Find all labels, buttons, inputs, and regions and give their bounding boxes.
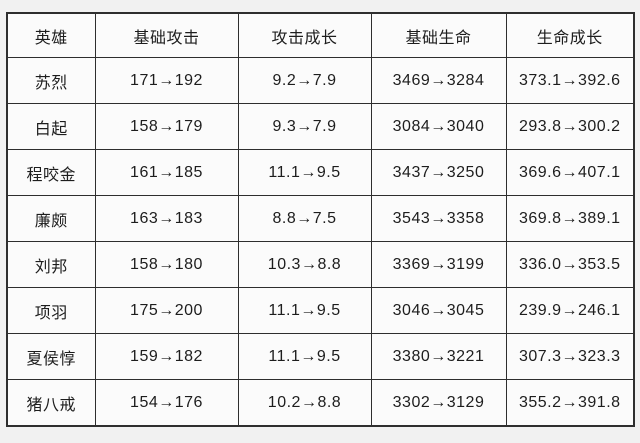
- hp-growth-cell: 239.9→246.1: [505, 287, 635, 334]
- table-row: 夏侯惇 159→182 11.1→9.5 3380→3221 307.3→323…: [6, 333, 635, 380]
- base-hp-cell: 3369→3199: [370, 241, 507, 288]
- base-hp-cell: 3380→3221: [370, 333, 507, 380]
- column-header-base-hp: 基础生命: [370, 12, 507, 58]
- base-attack-cell: 175→200: [94, 287, 239, 334]
- base-attack-cell: 163→183: [94, 195, 239, 242]
- base-hp-cell: 3046→3045: [370, 287, 507, 334]
- hp-growth-cell: 373.1→392.6: [505, 57, 635, 104]
- table-row: 苏烈 171→192 9.2→7.9 3469→3284 373.1→392.6: [6, 57, 635, 104]
- hero-name-cell: 程咬金: [6, 149, 96, 196]
- header-row: 英雄 基础攻击 攻击成长 基础生命 生命成长: [6, 12, 635, 58]
- hp-growth-cell: 293.8→300.2: [505, 103, 635, 150]
- hero-name-cell: 刘邦: [6, 241, 96, 288]
- hero-name-cell: 白起: [6, 103, 96, 150]
- column-header-base-attack: 基础攻击: [94, 12, 239, 58]
- attack-growth-cell: 8.8→7.5: [237, 195, 372, 242]
- base-hp-cell: 3084→3040: [370, 103, 507, 150]
- base-attack-cell: 171→192: [94, 57, 239, 104]
- hp-growth-cell: 369.6→407.1: [505, 149, 635, 196]
- column-header-hero: 英雄: [6, 12, 96, 58]
- hp-growth-cell: 355.2→391.8: [505, 379, 635, 427]
- hero-stats-table: 英雄 基础攻击 攻击成长 基础生命 生命成长 苏烈 171→192 9.2→7.…: [6, 12, 635, 427]
- table-row: 猪八戒 154→176 10.2→8.8 3302→3129 355.2→391…: [6, 379, 635, 427]
- hero-name-cell: 项羽: [6, 287, 96, 334]
- base-hp-cell: 3469→3284: [370, 57, 507, 104]
- hp-growth-cell: 369.8→389.1: [505, 195, 635, 242]
- table-row: 项羽 175→200 11.1→9.5 3046→3045 239.9→246.…: [6, 287, 635, 334]
- base-attack-cell: 161→185: [94, 149, 239, 196]
- column-header-hp-growth: 生命成长: [505, 12, 635, 58]
- base-attack-cell: 158→180: [94, 241, 239, 288]
- base-hp-cell: 3302→3129: [370, 379, 507, 427]
- hero-name-cell: 猪八戒: [6, 379, 96, 427]
- attack-growth-cell: 10.3→8.8: [237, 241, 372, 288]
- attack-growth-cell: 9.2→7.9: [237, 57, 372, 104]
- base-attack-cell: 154→176: [94, 379, 239, 427]
- base-hp-cell: 3543→3358: [370, 195, 507, 242]
- attack-growth-cell: 11.1→9.5: [237, 333, 372, 380]
- table-row: 刘邦 158→180 10.3→8.8 3369→3199 336.0→353.…: [6, 241, 635, 288]
- attack-growth-cell: 9.3→7.9: [237, 103, 372, 150]
- hero-name-cell: 廉颇: [6, 195, 96, 242]
- base-attack-cell: 159→182: [94, 333, 239, 380]
- base-attack-cell: 158→179: [94, 103, 239, 150]
- hero-name-cell: 夏侯惇: [6, 333, 96, 380]
- base-hp-cell: 3437→3250: [370, 149, 507, 196]
- table-row: 白起 158→179 9.3→7.9 3084→3040 293.8→300.2: [6, 103, 635, 150]
- table-row: 程咬金 161→185 11.1→9.5 3437→3250 369.6→407…: [6, 149, 635, 196]
- attack-growth-cell: 11.1→9.5: [237, 149, 372, 196]
- column-header-attack-growth: 攻击成长: [237, 12, 372, 58]
- hp-growth-cell: 307.3→323.3: [505, 333, 635, 380]
- hp-growth-cell: 336.0→353.5: [505, 241, 635, 288]
- hero-stats-table-container: 英雄 基础攻击 攻击成长 基础生命 生命成长 苏烈 171→192 9.2→7.…: [6, 12, 635, 427]
- attack-growth-cell: 10.2→8.8: [237, 379, 372, 427]
- attack-growth-cell: 11.1→9.5: [237, 287, 372, 334]
- table-row: 廉颇 163→183 8.8→7.5 3543→3358 369.8→389.1: [6, 195, 635, 242]
- hero-name-cell: 苏烈: [6, 57, 96, 104]
